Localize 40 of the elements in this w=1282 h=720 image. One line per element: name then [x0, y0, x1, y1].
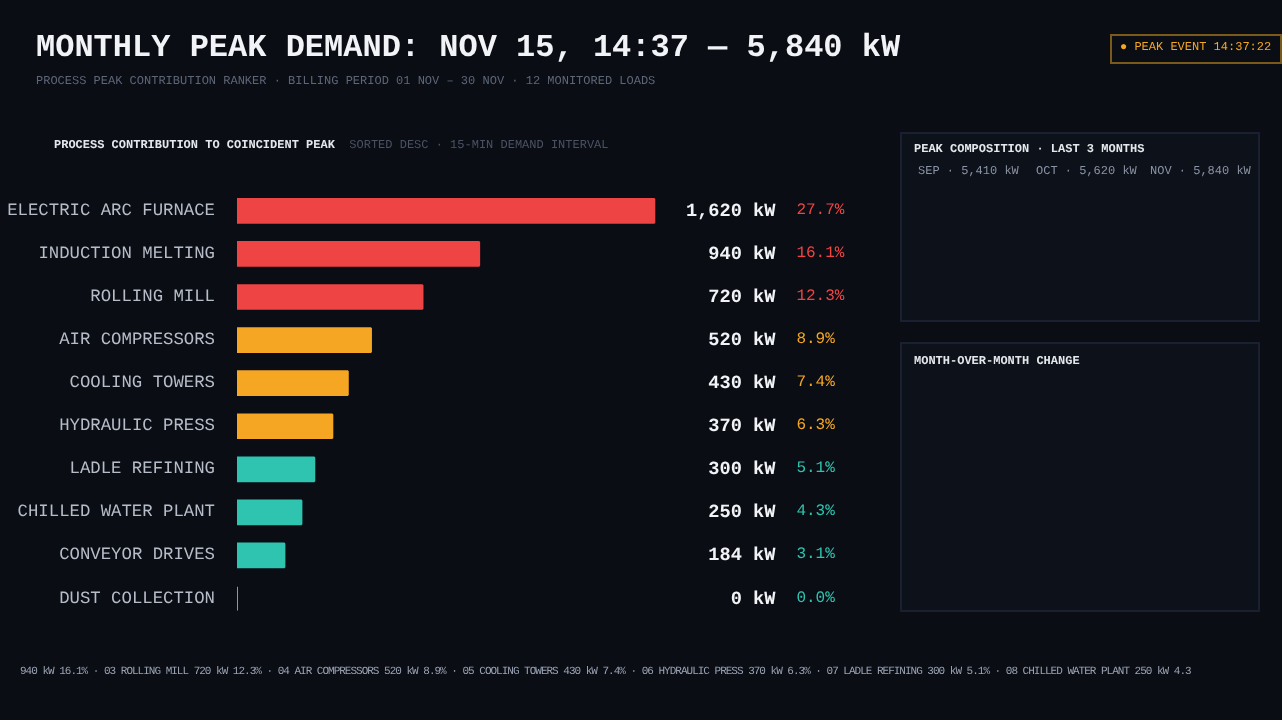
- y-tick-label: AIR COMPRESSORS: [59, 330, 216, 351]
- y-tick-label: COOLING TOWERS: [69, 373, 216, 394]
- y-tick-label: ELECTRIC ARC FURNACE: [7, 200, 216, 221]
- text: 8.9%: [796, 331, 836, 350]
- data-label: 720 kW: [708, 286, 777, 308]
- text: 4.3%: [796, 503, 836, 522]
- y-tick-label: DUST COLLECTION: [59, 588, 216, 609]
- y-tick-label: INDUCTION MELTING: [38, 243, 216, 264]
- y-tick-label: LADLE REFINING: [69, 459, 216, 480]
- bar: [237, 241, 481, 267]
- text: 12.3%: [796, 288, 845, 306]
- data-label: 520 kW: [708, 329, 777, 352]
- bar: [237, 413, 334, 440]
- text: 27.7%: [796, 201, 845, 220]
- bar: [237, 370, 349, 396]
- data-label: 0 kW: [730, 587, 777, 610]
- y-tick-label: CONVEYOR DRIVES: [59, 545, 216, 566]
- y-tick-label: CHILLED WATER PLANT: [17, 502, 216, 523]
- data-label: 1,620 kW: [685, 199, 777, 222]
- bar: [237, 327, 372, 353]
- text: 0.0%: [796, 589, 836, 608]
- data-label: 370 kW: [708, 415, 777, 438]
- data-label: 940 kW: [708, 242, 777, 265]
- data-label: 430 kW: [708, 372, 777, 395]
- data-label: 250 kW: [708, 501, 777, 524]
- text: 16.1%: [796, 244, 845, 263]
- bar: [237, 198, 656, 224]
- text: 7.4%: [796, 374, 836, 393]
- text: 5.1%: [796, 460, 836, 479]
- data-label: 300 kW: [708, 458, 777, 481]
- bar: [237, 284, 424, 310]
- data-label: 184 kW: [708, 544, 777, 567]
- y-tick-label: HYDRAULIC PRESS: [59, 416, 216, 437]
- bar: [237, 499, 303, 526]
- text: 3.1%: [796, 546, 836, 565]
- bar: [237, 542, 286, 569]
- y-tick-label: ROLLING MILL: [90, 287, 216, 307]
- bar: [237, 456, 316, 483]
- chart-title: MONTHLY PEAK DEMAND: NOV 15, 14:37 — 5,840 kW: [36, 28, 901, 70]
- text: 6.3%: [796, 417, 836, 436]
